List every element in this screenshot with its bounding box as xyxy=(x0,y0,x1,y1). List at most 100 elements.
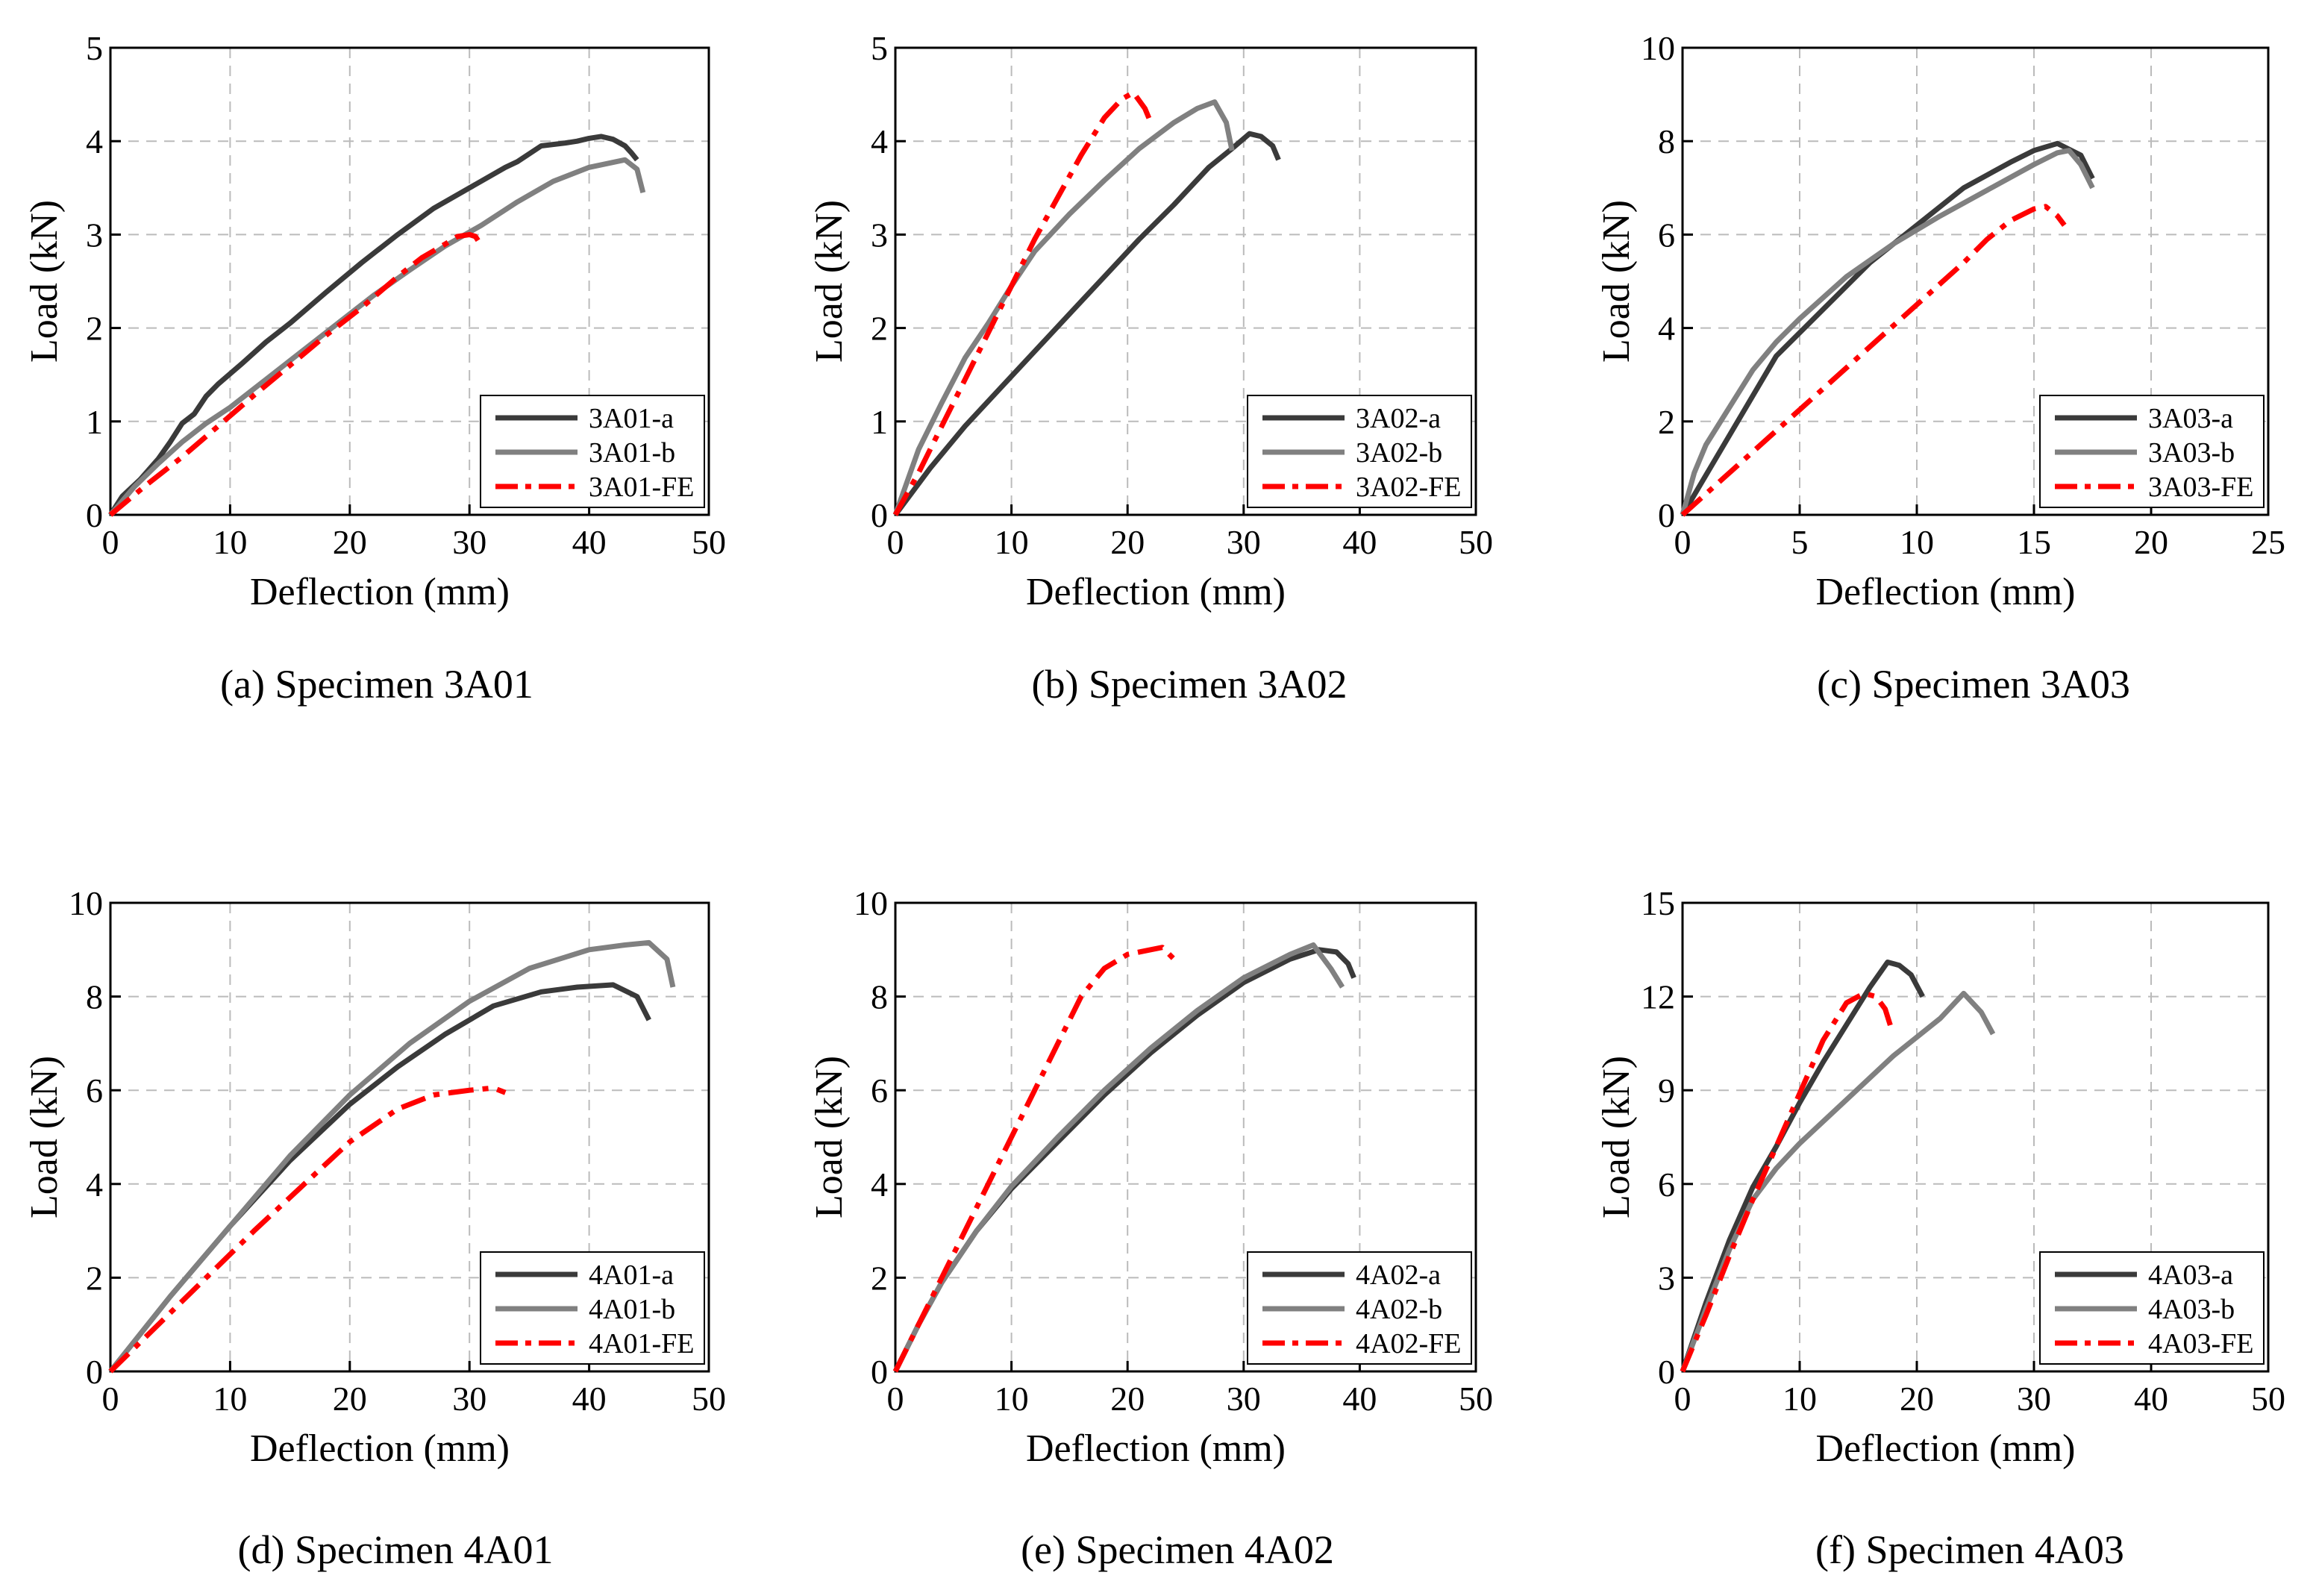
series-line-4A03-FE xyxy=(1680,990,1894,1373)
series-line-4A03-a xyxy=(1680,960,1925,1373)
x-tick-label: 0 xyxy=(102,1380,119,1418)
x-tick-label: 40 xyxy=(572,1380,607,1418)
x-tick-label: 10 xyxy=(213,523,247,561)
x-tick-label: 20 xyxy=(333,1380,367,1418)
plot-frame xyxy=(109,46,710,516)
chart-panel-1: 0 10 20 30 40 50 0 1 2 3 4 5 Deflection (mm) Load (kN… xyxy=(808,29,1493,707)
legend-entry: 4A02-b xyxy=(1356,1294,1442,1325)
x-tick-label: 10 xyxy=(995,523,1029,561)
x-tick-label: 20 xyxy=(1110,523,1145,561)
y-tick-label: 2 xyxy=(1658,403,1675,441)
plot-frame xyxy=(1681,901,2270,1373)
y-tick-label: 3 xyxy=(86,216,103,254)
x-tick-label: 30 xyxy=(452,1380,486,1418)
y-tick-label: 5 xyxy=(871,29,888,67)
legend-entry: 4A01-FE xyxy=(589,1328,694,1359)
y-tick-label: 4 xyxy=(86,1165,103,1204)
series-line-3A02-FE xyxy=(892,90,1154,516)
x-tick-label: 20 xyxy=(1110,1380,1145,1418)
y-tick-label: 2 xyxy=(86,1259,103,1297)
y-tick-label: 6 xyxy=(86,1071,103,1110)
series-line-3A02-a xyxy=(893,131,1281,517)
y-tick-label: 1 xyxy=(871,403,888,441)
y-tick-label: 1 xyxy=(86,403,103,441)
series-line-3A02-b xyxy=(892,99,1235,516)
y-tick-label: 2 xyxy=(871,310,888,348)
series-line-3A01-b xyxy=(108,157,646,517)
plot-frame xyxy=(1681,46,2270,516)
y-axis-label: Load (kN) xyxy=(808,1056,851,1218)
y-tick-label: 4 xyxy=(1658,310,1675,348)
x-tick-label: 40 xyxy=(2134,1380,2168,1418)
y-tick-label: 0 xyxy=(86,1353,103,1391)
legend-entry: 3A01-a xyxy=(589,403,674,434)
legend-entry: 3A03-b xyxy=(2148,437,2235,469)
panel-caption: (b) Specimen 3A02 xyxy=(1032,662,1348,707)
series-line-4A01-FE xyxy=(108,1085,507,1374)
y-tick-label: 3 xyxy=(871,216,888,254)
x-tick-label: 30 xyxy=(452,523,486,561)
y-tick-label: 2 xyxy=(86,310,103,348)
x-axis-label: Deflection (mm) xyxy=(250,571,510,613)
legend-entry: 4A03-b xyxy=(2148,1294,2235,1325)
series-line-4A01-b xyxy=(108,939,676,1374)
x-tick-label: 0 xyxy=(1674,523,1691,561)
x-tick-label: 0 xyxy=(1674,1380,1691,1418)
x-tick-label: 50 xyxy=(1459,1380,1493,1418)
legend-entry: 4A03-a xyxy=(2148,1259,2233,1291)
legend-entry: 4A01-a xyxy=(589,1259,674,1291)
panel-caption: (c) Specimen 3A03 xyxy=(1817,662,2130,707)
y-tick-label: 10 xyxy=(1641,29,1675,67)
x-tick-label: 10 xyxy=(213,1380,247,1418)
x-tick-label: 10 xyxy=(1783,1380,1817,1418)
y-tick-label: 0 xyxy=(871,1353,888,1391)
legend-entry: 4A02-a xyxy=(1356,1259,1441,1291)
x-tick-label: 30 xyxy=(1227,523,1261,561)
series-line-3A01-a xyxy=(108,134,639,516)
y-tick-label: 3 xyxy=(1658,1259,1675,1297)
x-tick-label: 40 xyxy=(1342,1380,1377,1418)
x-tick-label: 50 xyxy=(692,523,726,561)
y-tick-label: 8 xyxy=(1658,122,1675,160)
chart-panel-2: 0 5 10 15 20 25 0 2 4 6 8 10 Deflection (mm) Load (kN… xyxy=(1595,29,2285,707)
chart-panel-4: 0 10 20 30 40 50 0 2 4 6 8 10 Deflection (mm) Load (k… xyxy=(808,884,1493,1572)
x-tick-label: 20 xyxy=(333,523,367,561)
panel-caption: (f) Specimen 4A03 xyxy=(1815,1527,2124,1572)
plot-frame xyxy=(894,901,1477,1373)
legend-entry: 3A02-a xyxy=(1356,403,1441,434)
y-axis-label: Load (kN) xyxy=(808,200,851,363)
legend-entry: 3A01-b xyxy=(589,437,675,469)
panel-caption: (d) Specimen 4A01 xyxy=(238,1527,554,1572)
x-tick-label: 15 xyxy=(2017,523,2051,561)
series-line-3A03-FE xyxy=(1680,204,2067,517)
y-tick-label: 4 xyxy=(86,122,103,160)
legend-entry: 3A02-FE xyxy=(1356,472,1461,503)
x-axis-label: Deflection (mm) xyxy=(1026,1427,1286,1470)
series-line-4A03-b xyxy=(1680,990,1996,1373)
x-tick-label: 0 xyxy=(102,523,119,561)
y-tick-label: 0 xyxy=(1658,496,1675,534)
y-tick-label: 10 xyxy=(854,884,888,922)
y-axis-label: Load (kN) xyxy=(1595,1056,1638,1218)
legend-entry: 4A02-FE xyxy=(1356,1328,1461,1359)
x-axis-label: Deflection (mm) xyxy=(250,1427,510,1470)
panel-caption: (a) Specimen 3A01 xyxy=(220,662,533,707)
y-tick-label: 0 xyxy=(871,496,888,534)
x-tick-label: 10 xyxy=(1900,523,1934,561)
y-tick-label: 6 xyxy=(1658,216,1675,254)
x-tick-label: 0 xyxy=(887,523,904,561)
y-tick-label: 12 xyxy=(1641,978,1675,1016)
y-tick-label: 4 xyxy=(871,122,888,160)
x-tick-label: 0 xyxy=(887,1380,904,1418)
x-tick-label: 40 xyxy=(572,523,607,561)
x-tick-label: 20 xyxy=(1900,1380,1934,1418)
x-axis-label: Deflection (mm) xyxy=(1026,571,1286,613)
y-axis-label: Load (kN) xyxy=(1595,200,1638,363)
y-tick-label: 6 xyxy=(1658,1165,1675,1204)
x-tick-label: 50 xyxy=(1459,523,1493,561)
x-tick-label: 5 xyxy=(1791,523,1809,561)
series-line-4A02-FE xyxy=(892,945,1176,1373)
